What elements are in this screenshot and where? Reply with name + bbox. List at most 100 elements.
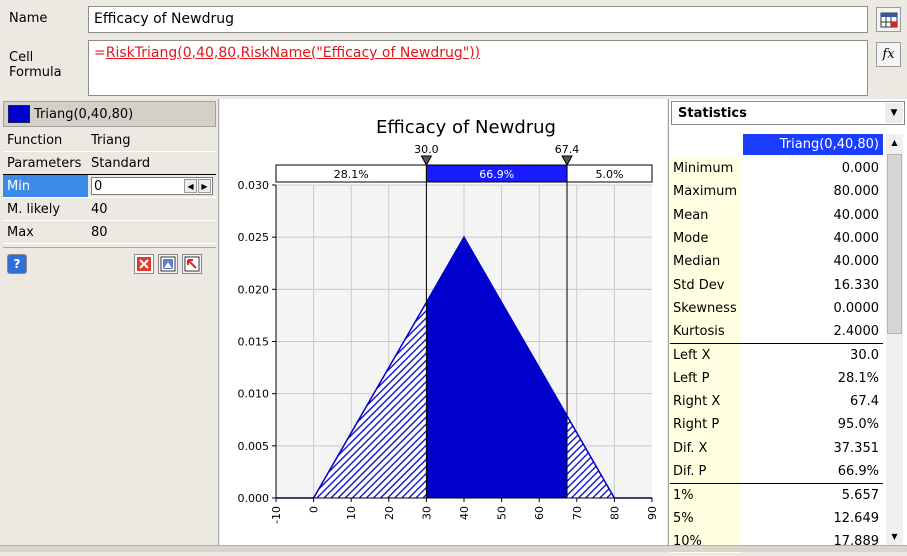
stat-key: Median xyxy=(670,250,742,274)
x-tick-label: 60 xyxy=(533,506,546,520)
stat-row: Dif. X 37.351 xyxy=(670,436,883,460)
stat-value: 0.000 xyxy=(841,161,879,177)
stat-key: 5% xyxy=(670,506,742,530)
param-key: M. likely xyxy=(7,201,61,217)
x-tick-label: 80 xyxy=(608,506,621,520)
status-strip xyxy=(0,545,907,552)
y-tick-label: 0.025 xyxy=(238,231,270,244)
y-tick-label: 0.020 xyxy=(238,283,270,296)
distribution-panel: Triang(0,40,80) Function Triang Paramete… xyxy=(0,99,219,552)
x-tick-label: 30 xyxy=(420,506,433,520)
distribution-header[interactable]: Triang(0,40,80) xyxy=(3,101,216,127)
stat-value: 66.9% xyxy=(837,464,879,479)
stat-value: 16.330 xyxy=(833,277,880,293)
y-tick-label: 0.015 xyxy=(238,336,270,349)
stat-key: Minimum xyxy=(670,157,742,181)
stat-key: Mean xyxy=(670,203,742,227)
right-tail-area xyxy=(567,415,652,498)
stat-key: 1% xyxy=(670,484,742,507)
formula-equals: = xyxy=(94,45,106,61)
y-tick-label: 0.010 xyxy=(238,388,270,401)
stat-value: 37.351 xyxy=(833,440,880,456)
stat-value: 12.649 xyxy=(833,510,880,526)
function-icon[interactable]: fx xyxy=(876,42,901,67)
distribution-label: Triang(0,40,80) xyxy=(34,106,134,122)
delimiter-band-label: 5.0% xyxy=(596,168,624,181)
formula-field[interactable]: =RiskTriang(0,40,80,RiskName("Efficacy o… xyxy=(88,40,868,96)
select-icon[interactable] xyxy=(182,254,202,274)
distribution-color-swatch xyxy=(8,105,30,123)
delete-icon[interactable] xyxy=(134,254,154,274)
x-tick-label: 0 xyxy=(308,506,321,513)
param-row-max[interactable]: Max 80 xyxy=(3,221,216,244)
stat-row: Mean 40.000 xyxy=(670,203,883,227)
stat-key: Dif. P xyxy=(670,459,742,484)
min-input[interactable]: 0 ◀ ▶ xyxy=(91,177,213,195)
fx-label: fx xyxy=(882,47,895,62)
x-tick-label: 70 xyxy=(571,506,584,520)
stat-key: Right X xyxy=(670,389,742,414)
param-key: Function xyxy=(7,132,63,148)
param-value: 80 xyxy=(91,224,108,240)
x-tick-label: 50 xyxy=(496,506,509,520)
param-row-min[interactable]: Min 0 ◀ ▶ xyxy=(3,175,216,198)
stat-row: Median 40.000 xyxy=(670,250,883,274)
x-tick-label: 90 xyxy=(646,506,659,520)
stat-row: Right P 95.0% xyxy=(670,413,883,437)
stat-value: 0.0000 xyxy=(833,300,880,316)
name-field[interactable]: Efficacy of Newdrug xyxy=(88,6,868,33)
stat-row: Maximum 80.000 xyxy=(670,180,883,204)
statistics-scrollbar[interactable]: ▲ ▼ xyxy=(886,134,903,545)
distribution-chart[interactable]: Efficacy of Newdrug 0.000 0.005 0.010 0.015… xyxy=(220,99,667,552)
stat-row: Left P 28.1% xyxy=(670,366,883,390)
delimiter-band-label: 66.9% xyxy=(479,168,514,181)
stat-key: Right P xyxy=(670,413,742,437)
stat-key: Maximum xyxy=(670,180,742,204)
x-tick-label: -10 xyxy=(270,506,283,524)
stat-value: 40.000 xyxy=(833,254,880,270)
stat-key: Left X xyxy=(670,344,742,367)
stat-value: 67.4 xyxy=(850,394,879,410)
center-area xyxy=(426,237,568,499)
stat-row: Std Dev 16.330 xyxy=(670,273,883,297)
param-value: 40 xyxy=(91,201,108,217)
min-value: 0 xyxy=(94,178,103,194)
statistics-rows: Minimum 0.000 Maximum 80.000 Mean 40.000 Mode 4… xyxy=(670,157,883,554)
left-delimiter-marker xyxy=(420,155,433,167)
stat-value: 40.000 xyxy=(833,207,880,223)
formula-label: Formula xyxy=(9,65,62,80)
panel-button-row: ? xyxy=(3,247,216,277)
stat-key: Skewness xyxy=(670,296,742,321)
spin-right-icon[interactable]: ▶ xyxy=(198,179,211,193)
stat-row: Skewness 0.0000 xyxy=(670,296,883,321)
stat-row: 1% 5.657 xyxy=(670,483,883,507)
formula-text: RiskTriang(0,40,80,RiskName("Efficacy of… xyxy=(105,45,481,61)
param-row-mlikely[interactable]: M. likely 40 xyxy=(3,198,216,221)
stat-value: 28.1% xyxy=(837,370,879,386)
chart-icon[interactable] xyxy=(158,254,178,274)
param-row-parameters[interactable]: Parameters Standard xyxy=(3,152,216,175)
scroll-up-icon[interactable]: ▲ xyxy=(891,138,898,147)
param-row-function[interactable]: Function Triang xyxy=(3,129,216,152)
statistics-panel: Statistics ▼ Triang(0,40,80) Minimum 0.00… xyxy=(668,99,907,554)
table-icon[interactable] xyxy=(876,7,901,32)
stat-key: Std Dev xyxy=(670,273,742,297)
statistics-title: Statistics xyxy=(678,105,747,121)
min-spinner[interactable]: ◀ ▶ xyxy=(183,179,211,193)
scroll-thumb[interactable] xyxy=(887,154,902,334)
param-key: Parameters xyxy=(7,155,82,171)
spin-left-icon[interactable]: ◀ xyxy=(184,179,197,193)
stat-key: Kurtosis xyxy=(670,320,742,344)
chevron-down-icon[interactable]: ▼ xyxy=(885,103,903,123)
x-tick-label: 40 xyxy=(458,506,471,520)
x-tick-label: 20 xyxy=(383,506,396,520)
stat-value: 95.0% xyxy=(837,417,879,433)
x-tick-label: 10 xyxy=(345,506,358,520)
help-icon[interactable]: ? xyxy=(7,254,27,274)
stat-value: 40.000 xyxy=(833,231,880,247)
y-tick-label: 0.005 xyxy=(238,440,270,453)
stat-row: Kurtosis 2.4000 xyxy=(670,320,883,344)
scroll-down-icon[interactable]: ▼ xyxy=(891,532,898,541)
statistics-dropdown[interactable]: Statistics ▼ xyxy=(671,101,905,125)
cell-label: Cell xyxy=(9,50,34,65)
